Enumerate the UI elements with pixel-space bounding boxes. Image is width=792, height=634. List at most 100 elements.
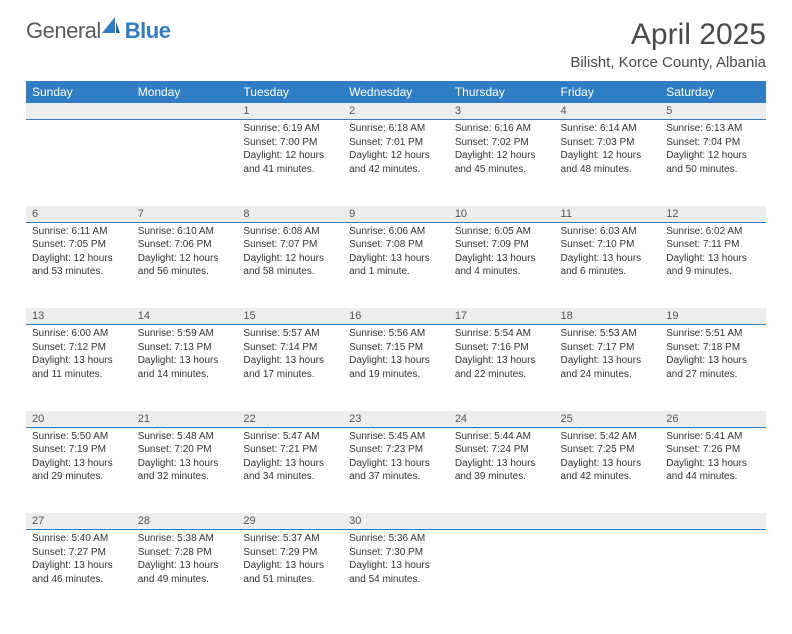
day-number-cell: 18	[555, 308, 661, 325]
day-cell-body: Sunrise: 6:18 AMSunset: 7:01 PMDaylight:…	[343, 120, 449, 180]
sunrise-text: Sunrise: 6:02 AM	[666, 225, 760, 239]
day-number-cell: 26	[660, 411, 766, 428]
day-cell: Sunrise: 5:40 AMSunset: 7:27 PMDaylight:…	[26, 530, 132, 616]
sunrise-text: Sunrise: 5:53 AM	[561, 327, 655, 341]
month-title: April 2025	[570, 18, 766, 52]
daylight-text-1: Daylight: 13 hours	[138, 354, 232, 368]
daylight-text-2: and 24 minutes.	[561, 368, 655, 382]
daylight-text-2: and 54 minutes.	[349, 573, 443, 587]
day-cell: Sunrise: 6:00 AMSunset: 7:12 PMDaylight:…	[26, 325, 132, 411]
day-cell: Sunrise: 5:57 AMSunset: 7:14 PMDaylight:…	[237, 325, 343, 411]
day-cell: Sunrise: 6:14 AMSunset: 7:03 PMDaylight:…	[555, 120, 661, 206]
daylight-text-2: and 39 minutes.	[455, 470, 549, 484]
day-cell: Sunrise: 6:02 AMSunset: 7:11 PMDaylight:…	[660, 222, 766, 308]
day-number-cell	[26, 103, 132, 120]
daylight-text-2: and 29 minutes.	[32, 470, 126, 484]
location-text: Bilisht, Korce County, Albania	[570, 54, 766, 71]
day-cell: Sunrise: 6:11 AMSunset: 7:05 PMDaylight:…	[26, 222, 132, 308]
day-cell-body: Sunrise: 5:44 AMSunset: 7:24 PMDaylight:…	[449, 428, 555, 488]
sunrise-text: Sunrise: 6:14 AM	[561, 122, 655, 136]
weekday-header: Monday	[132, 81, 238, 103]
day-cell-body: Sunrise: 5:42 AMSunset: 7:25 PMDaylight:…	[555, 428, 661, 488]
day-number-cell: 4	[555, 103, 661, 120]
sunset-text: Sunset: 7:23 PM	[349, 443, 443, 457]
day-number-row: 13141516171819	[26, 308, 766, 325]
daylight-text-1: Daylight: 13 hours	[349, 252, 443, 266]
daylight-text-1: Daylight: 13 hours	[243, 354, 337, 368]
sunset-text: Sunset: 7:08 PM	[349, 238, 443, 252]
daylight-text-1: Daylight: 13 hours	[349, 354, 443, 368]
day-cell-body: Sunrise: 6:14 AMSunset: 7:03 PMDaylight:…	[555, 120, 661, 180]
day-cell	[26, 120, 132, 206]
day-number-cell: 23	[343, 411, 449, 428]
day-cell: Sunrise: 6:13 AMSunset: 7:04 PMDaylight:…	[660, 120, 766, 206]
logo-text-2: Blue	[125, 18, 171, 44]
daylight-text-1: Daylight: 12 hours	[349, 149, 443, 163]
sunrise-text: Sunrise: 5:48 AM	[138, 430, 232, 444]
sunset-text: Sunset: 7:26 PM	[666, 443, 760, 457]
day-cell: Sunrise: 5:36 AMSunset: 7:30 PMDaylight:…	[343, 530, 449, 616]
day-cell-body: Sunrise: 5:59 AMSunset: 7:13 PMDaylight:…	[132, 325, 238, 385]
day-cell-body: Sunrise: 5:37 AMSunset: 7:29 PMDaylight:…	[237, 530, 343, 590]
sunrise-text: Sunrise: 5:57 AM	[243, 327, 337, 341]
day-number-row: 12345	[26, 103, 766, 120]
day-cell-body: Sunrise: 5:54 AMSunset: 7:16 PMDaylight:…	[449, 325, 555, 385]
day-cell: Sunrise: 5:44 AMSunset: 7:24 PMDaylight:…	[449, 427, 555, 513]
sunset-text: Sunset: 7:30 PM	[349, 546, 443, 560]
sunrise-text: Sunrise: 6:18 AM	[349, 122, 443, 136]
daylight-text-1: Daylight: 13 hours	[349, 457, 443, 471]
weekday-header-row: Sunday Monday Tuesday Wednesday Thursday…	[26, 81, 766, 103]
weekday-header: Friday	[555, 81, 661, 103]
daylight-text-1: Daylight: 13 hours	[666, 252, 760, 266]
day-number-cell: 1	[237, 103, 343, 120]
day-cell: Sunrise: 5:47 AMSunset: 7:21 PMDaylight:…	[237, 427, 343, 513]
sunrise-text: Sunrise: 5:38 AM	[138, 532, 232, 546]
day-number-cell: 27	[26, 513, 132, 530]
day-number-cell: 10	[449, 206, 555, 223]
sunrise-text: Sunrise: 6:03 AM	[561, 225, 655, 239]
sunset-text: Sunset: 7:10 PM	[561, 238, 655, 252]
day-cell-body: Sunrise: 5:56 AMSunset: 7:15 PMDaylight:…	[343, 325, 449, 385]
sunrise-text: Sunrise: 5:56 AM	[349, 327, 443, 341]
day-cell	[660, 530, 766, 616]
daylight-text-1: Daylight: 12 hours	[455, 149, 549, 163]
day-number-row: 6789101112	[26, 206, 766, 223]
daylight-text-2: and 9 minutes.	[666, 265, 760, 279]
day-cell-body: Sunrise: 5:47 AMSunset: 7:21 PMDaylight:…	[237, 428, 343, 488]
calendar-week-row: Sunrise: 5:40 AMSunset: 7:27 PMDaylight:…	[26, 530, 766, 616]
sunrise-text: Sunrise: 5:41 AM	[666, 430, 760, 444]
sunrise-text: Sunrise: 5:40 AM	[32, 532, 126, 546]
day-cell-body: Sunrise: 5:50 AMSunset: 7:19 PMDaylight:…	[26, 428, 132, 488]
sunrise-text: Sunrise: 6:13 AM	[666, 122, 760, 136]
daylight-text-1: Daylight: 13 hours	[138, 559, 232, 573]
day-cell: Sunrise: 6:05 AMSunset: 7:09 PMDaylight:…	[449, 222, 555, 308]
daylight-text-1: Daylight: 13 hours	[455, 457, 549, 471]
weekday-header: Saturday	[660, 81, 766, 103]
day-cell-body: Sunrise: 6:00 AMSunset: 7:12 PMDaylight:…	[26, 325, 132, 385]
day-number-cell	[555, 513, 661, 530]
sunset-text: Sunset: 7:15 PM	[349, 341, 443, 355]
day-cell-body: Sunrise: 6:08 AMSunset: 7:07 PMDaylight:…	[237, 223, 343, 283]
calendar-week-row: Sunrise: 6:00 AMSunset: 7:12 PMDaylight:…	[26, 325, 766, 411]
sunrise-text: Sunrise: 6:08 AM	[243, 225, 337, 239]
daylight-text-2: and 27 minutes.	[666, 368, 760, 382]
weekday-header: Tuesday	[237, 81, 343, 103]
sunrise-text: Sunrise: 5:59 AM	[138, 327, 232, 341]
day-cell-body: Sunrise: 6:05 AMSunset: 7:09 PMDaylight:…	[449, 223, 555, 283]
daylight-text-1: Daylight: 12 hours	[243, 149, 337, 163]
daylight-text-2: and 17 minutes.	[243, 368, 337, 382]
day-cell-body: Sunrise: 5:45 AMSunset: 7:23 PMDaylight:…	[343, 428, 449, 488]
daylight-text-2: and 6 minutes.	[561, 265, 655, 279]
daylight-text-2: and 42 minutes.	[561, 470, 655, 484]
day-number-cell: 28	[132, 513, 238, 530]
day-number-cell: 11	[555, 206, 661, 223]
calendar-week-row: Sunrise: 5:50 AMSunset: 7:19 PMDaylight:…	[26, 427, 766, 513]
calendar-week-row: Sunrise: 6:11 AMSunset: 7:05 PMDaylight:…	[26, 222, 766, 308]
title-block: April 2025 Bilisht, Korce County, Albani…	[570, 18, 766, 71]
daylight-text-1: Daylight: 12 hours	[561, 149, 655, 163]
calendar-week-row: Sunrise: 6:19 AMSunset: 7:00 PMDaylight:…	[26, 120, 766, 206]
day-cell: Sunrise: 5:51 AMSunset: 7:18 PMDaylight:…	[660, 325, 766, 411]
sunset-text: Sunset: 7:02 PM	[455, 136, 549, 150]
sunrise-text: Sunrise: 6:16 AM	[455, 122, 549, 136]
day-cell: Sunrise: 6:16 AMSunset: 7:02 PMDaylight:…	[449, 120, 555, 206]
